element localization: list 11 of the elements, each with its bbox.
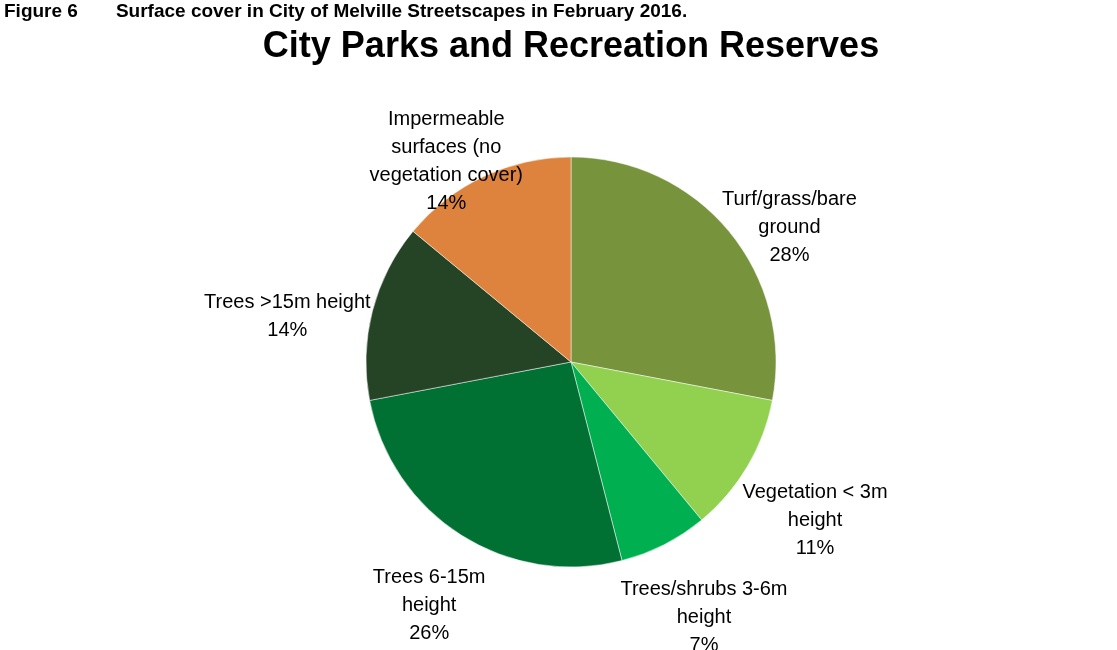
data-label: 28% <box>769 243 810 266</box>
chart-title: City Parks and Recreation Reserves <box>262 24 880 65</box>
slice-label: Turf/grass/bare ground <box>722 187 857 238</box>
caption: Figure 6 Surface cover in City of Melville Streetscapes in February 2016. <box>4 0 688 21</box>
slice-label: Trees 6-15m height <box>372 565 486 616</box>
data-label: 26% <box>409 621 450 644</box>
slice-label: Trees/shrubs 3-6m height <box>620 577 788 628</box>
slice-label: Vegetation < 3m height <box>742 479 888 530</box>
data-label: 11% <box>795 535 835 558</box>
slice-label: Trees >15m height <box>204 290 372 313</box>
data-label: 14% <box>267 318 308 341</box>
